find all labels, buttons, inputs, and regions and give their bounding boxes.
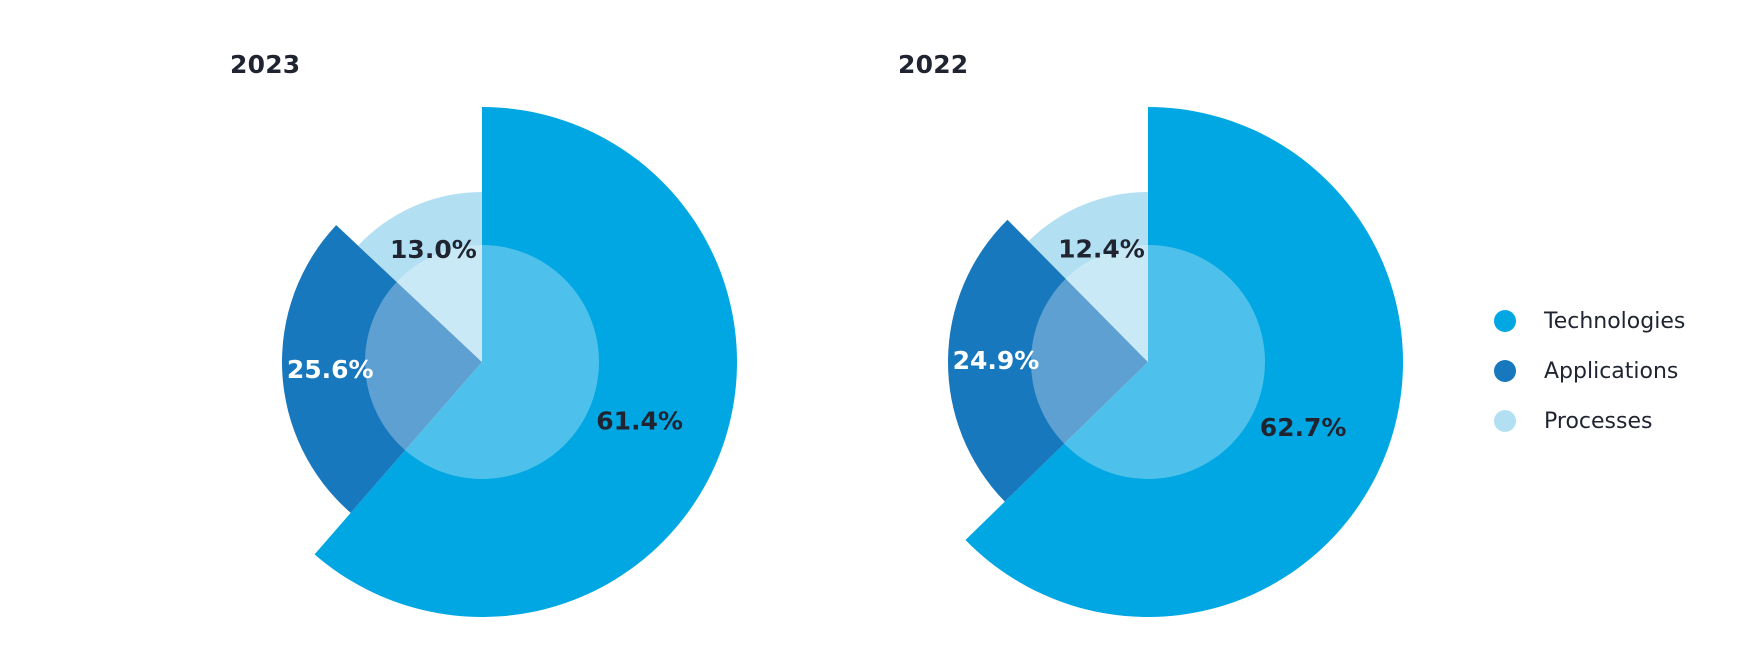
chart-title-2023: 2023 (230, 50, 301, 79)
pie-slice-technologies-2023 (314, 107, 738, 617)
data-label-technologies-2022: 62.7% (1260, 413, 1347, 442)
pie-slice-processes-2022 (1028, 192, 1148, 362)
legend-item-technologies: Technologies (1494, 296, 1685, 346)
data-label-processes-2023: 13.0% (390, 235, 477, 264)
legend-item-applications: Applications (1494, 346, 1685, 396)
pie-slice-applications-2023 (282, 225, 482, 513)
pie-chart-2022: 62.7% 24.9% 12.4% (947, 107, 1404, 617)
data-label-technologies-2023: 61.4% (596, 407, 683, 436)
legend-swatch-applications (1494, 360, 1516, 382)
legend-item-processes: Processes (1494, 396, 1685, 446)
pie-slice-applications-2022 (947, 219, 1148, 502)
pie-slice-technologies-2022 (965, 107, 1404, 617)
chart-title-2022: 2022 (898, 50, 969, 79)
pie-inner-circle-2023 (365, 245, 599, 479)
legend-swatch-technologies (1494, 310, 1516, 332)
pie-chart-2023: 61.4% 25.6% 13.0% (282, 107, 738, 617)
pie-inner-circle-2022 (1031, 245, 1265, 479)
legend: Technologies Applications Processes (1494, 296, 1685, 446)
legend-swatch-processes (1494, 410, 1516, 432)
legend-label-technologies: Technologies (1544, 308, 1686, 334)
data-label-processes-2022: 12.4% (1058, 234, 1145, 263)
legend-label-processes: Processes (1544, 408, 1653, 434)
legend-label-applications: Applications (1544, 358, 1679, 384)
data-label-applications-2023: 25.6% (287, 355, 374, 384)
data-label-applications-2022: 24.9% (953, 346, 1040, 375)
pie-slice-processes-2023 (358, 192, 482, 362)
